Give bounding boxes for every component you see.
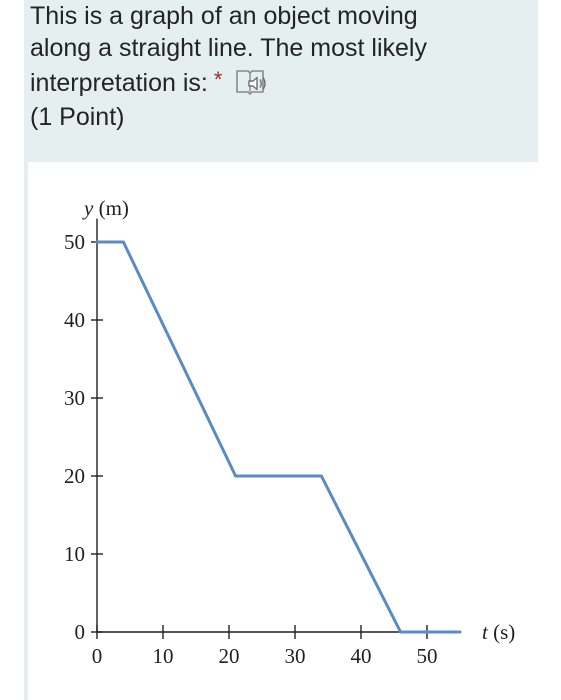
y-axis-unit: (m) — [99, 196, 129, 220]
series-point — [458, 630, 462, 634]
x-tick-label: 0 — [92, 644, 103, 668]
speaker-icon[interactable] — [234, 68, 272, 96]
question-header: This is a graph of an object moving alon… — [30, 0, 510, 133]
question-text-line-2: along a straight line. The most likely — [30, 34, 427, 62]
y-tick-label: 0 — [75, 620, 86, 644]
series-point — [95, 240, 99, 244]
x-tick-label: 50 — [417, 644, 438, 668]
graph-panel: y (m) t (s) 0 10 20 30 40 50 0 10 20 30 40 50 — [28, 162, 538, 700]
x-axis-label: t (s) — [482, 620, 515, 644]
series-point — [399, 630, 403, 634]
x-tick-label: 20 — [219, 644, 240, 668]
series-point — [121, 240, 125, 244]
y-tick-label: 50 — [64, 230, 85, 254]
question-text-line-3: interpretation is: * — [30, 64, 510, 99]
y-tick-label: 40 — [64, 308, 85, 332]
x-axis-unit: (s) — [493, 620, 515, 644]
x-tick-label: 40 — [351, 644, 372, 668]
position-series-line — [97, 240, 460, 634]
series-point — [319, 474, 323, 478]
points-label: (1 Point) — [30, 103, 125, 131]
x-tick-label: 10 — [153, 644, 174, 668]
question-text-line-3-text: interpretation is: — [30, 69, 208, 97]
y-tick-label: 10 — [64, 542, 85, 566]
series-point — [234, 474, 238, 478]
question-text-line-1: This is a graph of an object moving — [30, 2, 418, 30]
position-time-graph: y (m) t (s) 0 10 20 30 40 50 0 10 20 30 40 50 — [64, 196, 515, 668]
y-axis-variable: y — [82, 196, 94, 220]
y-tick-label: 30 — [64, 386, 85, 410]
y-axis-label: y (m) — [82, 196, 129, 220]
required-asterisk: * — [213, 67, 223, 92]
x-axis-variable: t — [482, 620, 489, 644]
y-tick-label: 20 — [64, 464, 85, 488]
x-tick-label: 30 — [285, 644, 306, 668]
